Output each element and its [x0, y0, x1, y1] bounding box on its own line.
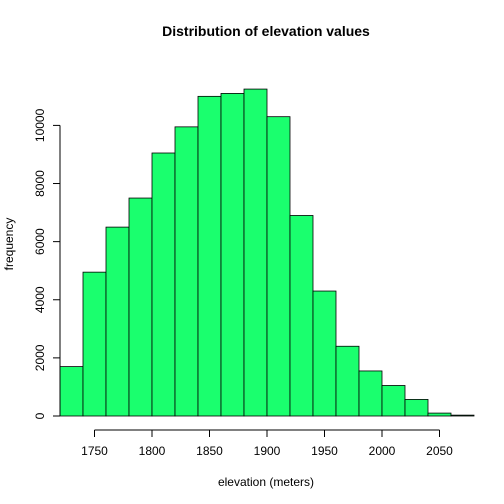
x-tick-label: 2050 — [426, 444, 453, 458]
x-tick-label: 1950 — [311, 444, 338, 458]
histogram-bar — [358, 370, 383, 417]
y-tick-label: 2000 — [33, 344, 47, 371]
histogram-bar — [289, 215, 314, 417]
histogram-bar — [128, 197, 153, 417]
histogram-bar — [381, 385, 406, 417]
x-axis-label: elevation (meters) — [218, 475, 314, 489]
y-tick-label: 8000 — [33, 170, 47, 197]
y-axis-label: frequency — [2, 218, 16, 271]
histogram-bar — [427, 412, 452, 417]
histogram-bar — [266, 116, 291, 417]
histogram-bar — [59, 366, 84, 417]
y-tick-label: 4000 — [33, 286, 47, 313]
x-tick-label: 2000 — [369, 444, 396, 458]
x-axis: 1750 1800 1850 1900 1950 2000 2050 — [81, 429, 453, 458]
histogram-bar — [335, 345, 360, 417]
histogram-bar — [404, 399, 429, 417]
y-axis: 0 2000 4000 6000 8000 10000 — [33, 108, 61, 419]
y-tick-label: 6000 — [33, 228, 47, 255]
histogram-bar — [220, 93, 245, 417]
histogram-bar — [312, 290, 337, 417]
histogram-bar — [151, 152, 176, 417]
histogram-bar — [105, 226, 130, 417]
y-tick-label: 0 — [33, 412, 47, 419]
y-tick-label: 10000 — [33, 108, 47, 142]
bars-group — [59, 88, 475, 417]
chart-title: Distribution of elevation values — [162, 23, 370, 39]
histogram-bar — [243, 88, 268, 417]
histogram-bar — [82, 271, 107, 417]
histogram-bar — [450, 414, 475, 417]
x-tick-label: 1850 — [196, 444, 223, 458]
x-tick-label: 1900 — [254, 444, 281, 458]
histogram-bar — [174, 126, 199, 417]
x-tick-label: 1750 — [81, 444, 108, 458]
x-tick-label: 1800 — [139, 444, 166, 458]
histogram-bar — [197, 95, 222, 417]
